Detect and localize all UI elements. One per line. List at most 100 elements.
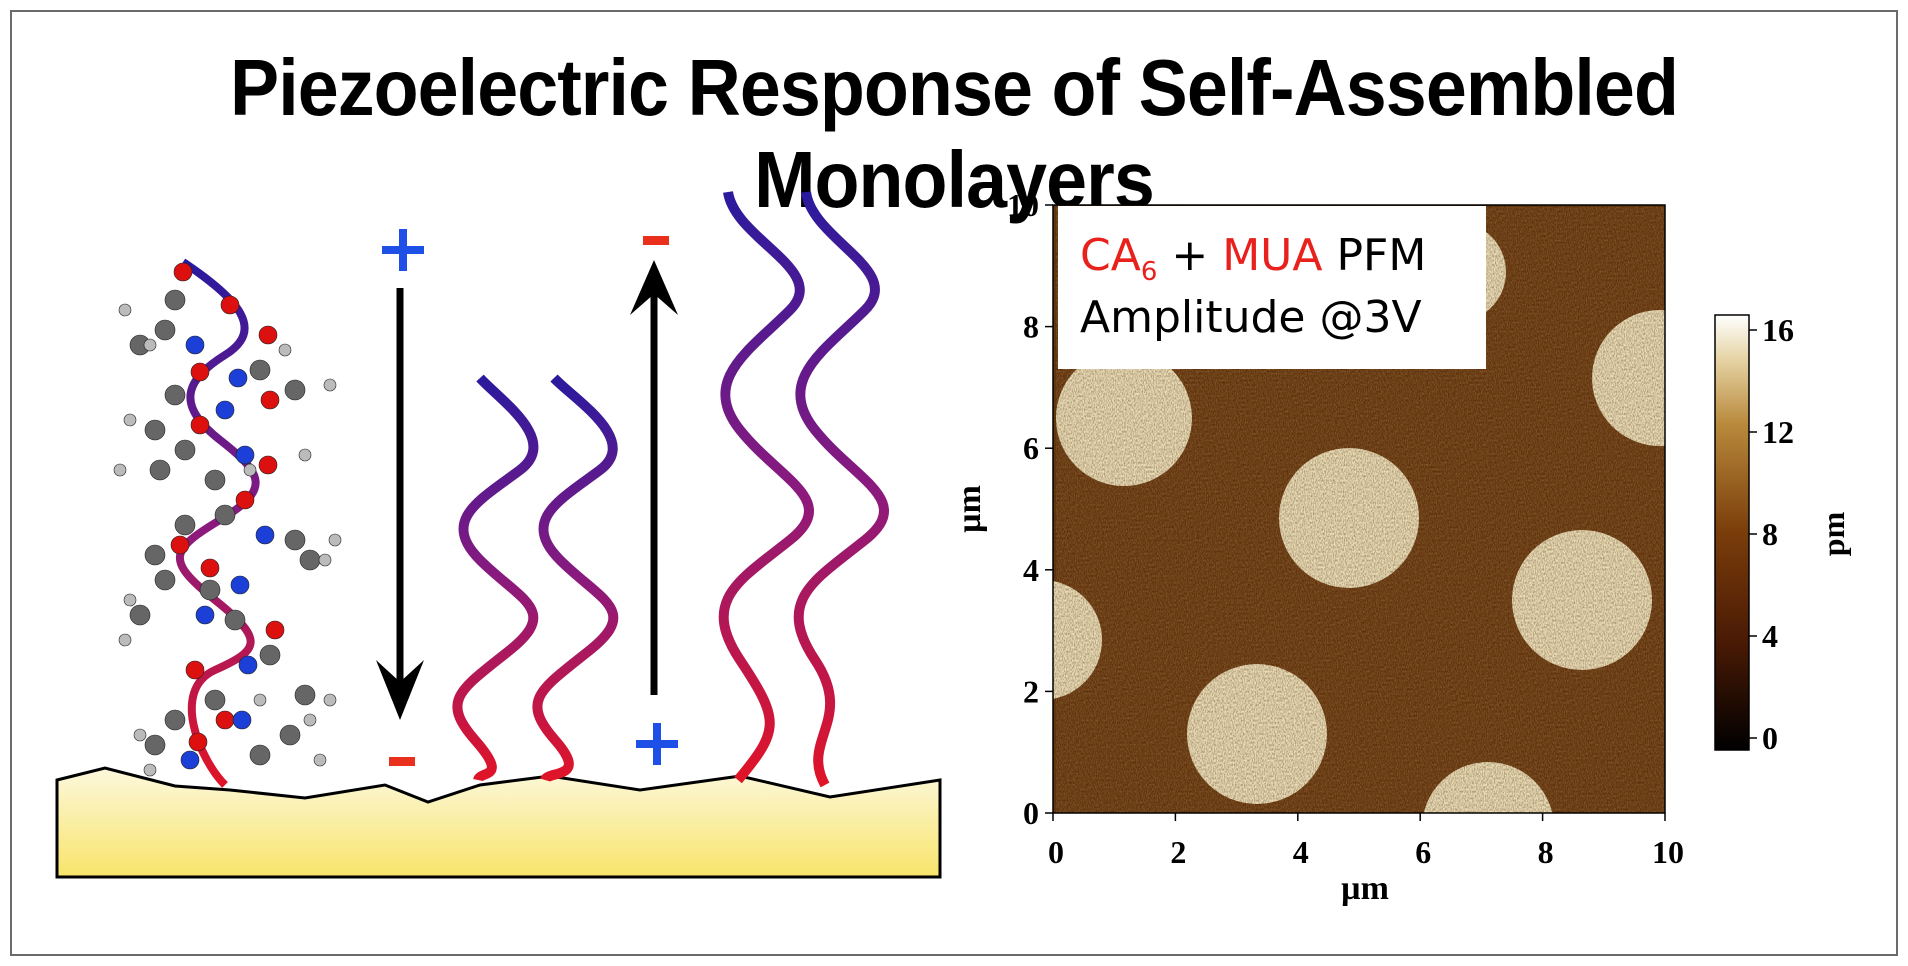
atom	[144, 544, 166, 566]
atom	[143, 763, 157, 777]
atom	[164, 384, 186, 406]
annotation-line-1: CA6 + MUA PFM	[1080, 230, 1426, 287]
atom	[249, 744, 271, 766]
long-helices	[718, 190, 889, 788]
atom	[253, 693, 267, 707]
atom	[113, 463, 127, 477]
y-tick-label: 2	[1023, 673, 1039, 709]
atom	[284, 529, 306, 551]
atom	[298, 448, 312, 462]
colorbar-label: pm	[1815, 511, 1851, 556]
atom	[154, 569, 176, 591]
atom	[265, 620, 285, 640]
atom	[174, 439, 196, 461]
colorbar-tick-label: 8	[1762, 516, 1778, 552]
arrow-head-up	[630, 260, 678, 315]
atom	[255, 525, 275, 545]
atom	[232, 710, 252, 730]
plus-charge-top	[382, 229, 424, 271]
colorbar-tick-label: 4	[1762, 618, 1778, 654]
afm-annotation-box: CA6 + MUA PFM Amplitude @3V	[1058, 206, 1486, 369]
y-tick-label: 10	[1007, 187, 1039, 223]
plus-label: +	[1157, 230, 1223, 281]
atom	[204, 469, 226, 491]
atom	[199, 579, 221, 601]
atom	[204, 689, 226, 711]
minus-charge-bottom	[389, 757, 415, 766]
x-tick-label: 2	[1170, 834, 1186, 870]
atom	[259, 644, 281, 666]
atom	[118, 633, 132, 647]
short-helices	[452, 374, 619, 783]
minus-charge-top	[643, 236, 669, 245]
atom	[214, 504, 236, 526]
atom	[220, 295, 240, 315]
peptide-molecule-model	[113, 258, 342, 788]
atom	[149, 459, 171, 481]
atom	[174, 514, 196, 536]
atom	[279, 724, 301, 746]
atom	[195, 605, 215, 625]
y-axis: 0 2 4 6 8 10	[1007, 187, 1053, 831]
colorbar	[1714, 314, 1750, 751]
atom	[190, 415, 210, 435]
x-tick-label: 6	[1415, 834, 1431, 870]
ca-label: CA	[1080, 230, 1141, 281]
x-tick-label: 4	[1293, 834, 1309, 870]
atom	[180, 750, 200, 770]
atom	[328, 533, 342, 547]
y-tick-label: 0	[1023, 795, 1039, 831]
colorbar-tick-label: 0	[1762, 720, 1778, 756]
atom	[133, 728, 147, 742]
atom	[164, 709, 186, 731]
atom	[260, 390, 280, 410]
atom	[224, 609, 246, 631]
atom	[303, 713, 317, 727]
x-axis-label: µm	[1341, 870, 1389, 907]
atom	[278, 343, 292, 357]
atom	[284, 379, 306, 401]
atom	[294, 684, 316, 706]
atom	[258, 455, 278, 475]
atom	[123, 413, 137, 427]
atom	[235, 490, 255, 510]
atom	[228, 368, 248, 388]
x-tick-label: 10	[1652, 834, 1684, 870]
atom	[123, 593, 137, 607]
atom	[243, 463, 257, 477]
atom	[170, 535, 190, 555]
x-tick-label: 8	[1538, 834, 1554, 870]
x-tick-label: 0	[1048, 834, 1064, 870]
y-tick-label: 8	[1023, 309, 1039, 345]
atom	[258, 325, 278, 345]
y-tick-label: 4	[1023, 552, 1039, 588]
mua-label: MUA	[1222, 230, 1323, 281]
atom	[143, 338, 157, 352]
atom	[188, 732, 208, 752]
x-axis: 0 2 4 6 8 10	[1048, 813, 1684, 870]
y-axis-label: µm	[951, 485, 988, 533]
atom	[164, 289, 186, 311]
annotation-line-2: Amplitude @3V	[1080, 292, 1422, 343]
colorbar-axis: 0 4 8 12 16	[1749, 312, 1794, 756]
atom	[313, 753, 327, 767]
atom	[230, 575, 250, 595]
atom	[238, 655, 258, 675]
atom	[185, 660, 205, 680]
atom	[318, 553, 332, 567]
atom	[118, 303, 132, 317]
ca-subscript: 6	[1140, 256, 1158, 287]
atom	[249, 359, 271, 381]
atom	[154, 319, 176, 341]
atom	[144, 419, 166, 441]
colorbar-tick-label: 16	[1762, 312, 1794, 348]
y-tick-label: 6	[1023, 430, 1039, 466]
plus-charge-bottom	[636, 723, 678, 765]
gold-substrate	[55, 766, 942, 879]
atom	[190, 362, 210, 382]
colorbar-tick-label: 12	[1762, 414, 1794, 450]
atom	[323, 693, 337, 707]
atom	[185, 335, 205, 355]
